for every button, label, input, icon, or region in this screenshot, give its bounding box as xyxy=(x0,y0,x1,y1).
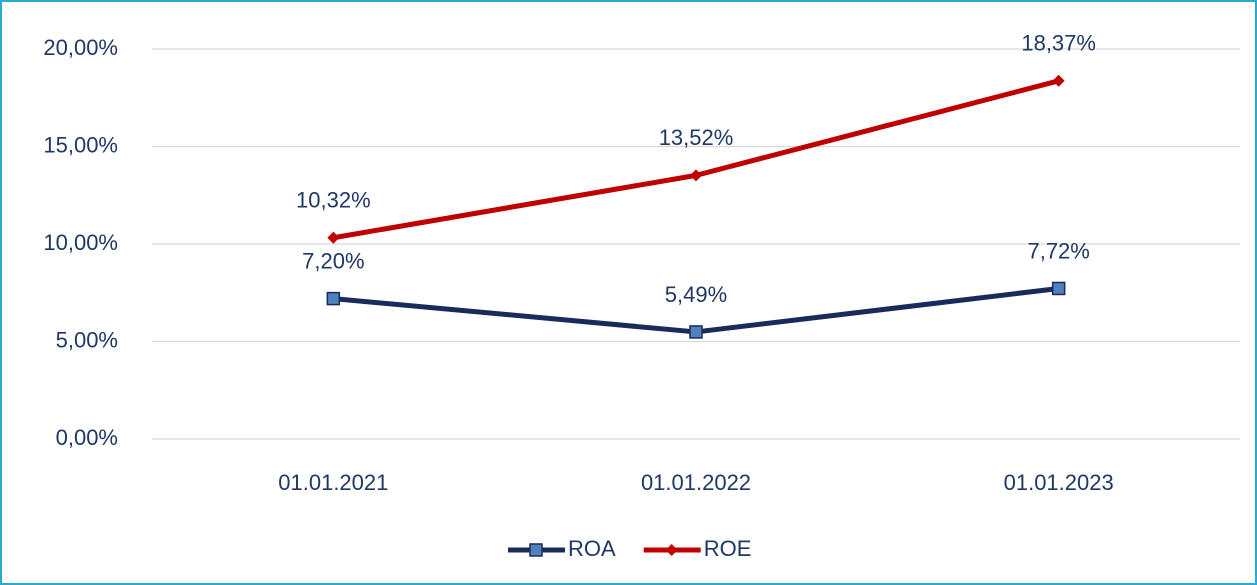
data-point xyxy=(1051,281,1066,296)
data-label: 10,32% xyxy=(296,188,371,213)
x-tick-label: 01.01.2022 xyxy=(641,470,751,495)
data-label: 5,49% xyxy=(665,282,727,307)
data-label: 13,52% xyxy=(659,125,734,150)
data-point xyxy=(326,291,341,306)
y-tick-label: 15,00% xyxy=(43,132,118,157)
legend-label: ROA xyxy=(568,536,616,561)
y-tick-label: 5,00% xyxy=(56,327,118,352)
legend-marker xyxy=(665,544,678,556)
data-point xyxy=(690,169,702,182)
data-label: 18,37% xyxy=(1021,31,1096,56)
y-tick-label: 20,00% xyxy=(43,35,118,60)
y-tick-label: 0,00% xyxy=(56,425,118,450)
x-tick-label: 01.01.2023 xyxy=(1004,470,1114,495)
x-tick-label: 01.01.2021 xyxy=(278,470,388,495)
data-point xyxy=(327,231,340,244)
y-tick-label: 10,00% xyxy=(43,230,118,255)
data-label: 7,72% xyxy=(1027,238,1089,263)
data-point xyxy=(689,325,703,339)
legend-marker xyxy=(529,543,543,557)
data-point xyxy=(1052,74,1065,87)
data-label: 7,20% xyxy=(302,248,364,273)
legend-label: ROE xyxy=(704,536,752,561)
